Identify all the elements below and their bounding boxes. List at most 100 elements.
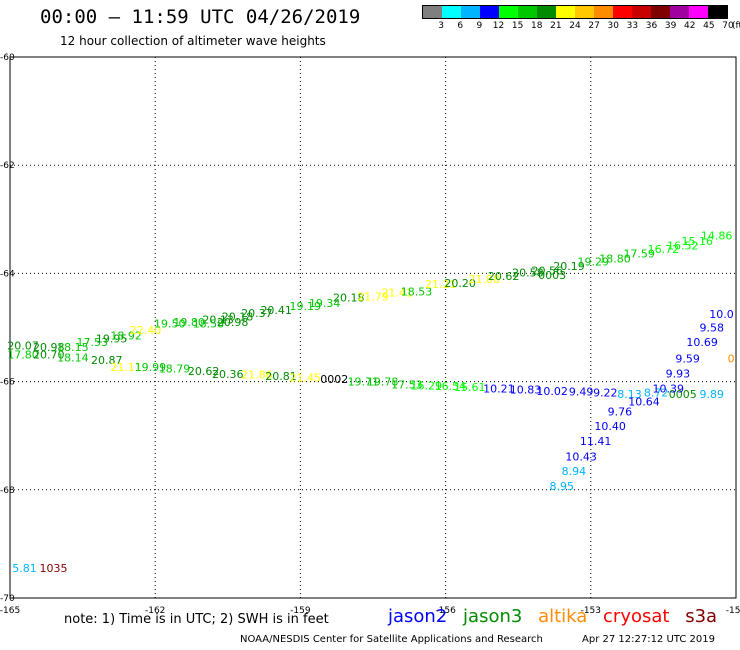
wave-height-label: 8.94 [562,465,587,478]
wave-height-label: 19.19 [289,300,321,313]
color-swatch-15 [708,6,727,18]
wave-height-label: 21.86 [241,369,273,382]
chart-subtitle: 12 hour collection of altimeter wave hei… [60,34,326,48]
wave-height-label: 14.86 [701,230,733,243]
color-scale-label: 27 [588,21,600,31]
wave-height-label: 17.59 [623,247,655,260]
wave-height-label: 19.95 [96,332,128,345]
wave-height-label: 20.20 [444,277,476,290]
wave-height-label: 21.41 [381,286,413,299]
wave-height-label: 17.80 [7,349,39,362]
wave-height-label: 0 [728,352,735,365]
x-tick-label: -153 [581,606,601,616]
credit-line: NOAA/NESDIS Center for Satellite Applica… [240,634,543,645]
x-tick-label: -165 [0,606,20,616]
color-scale-label: 33 [626,21,639,31]
wave-height-label: 18.92 [110,330,142,343]
color-scale-label: 6 [457,21,464,31]
wave-height-label: 15.61 [454,381,486,394]
wave-height-label: 5.81 [12,562,37,575]
wave-height-label: 19.71 [348,376,380,389]
color-swatch-14 [689,6,708,18]
color-scale-bar [422,5,728,19]
color-swatch-11 [632,6,651,18]
wave-height-label: 10.02 [536,385,568,398]
x-tick-label: -150 [726,606,740,616]
wave-height-label: 20.81 [265,370,297,383]
color-scale-label: 18 [531,21,543,31]
wave-height-label: 10.21 [483,383,515,396]
wave-height-label: 19.34 [309,297,341,310]
color-swatch-12 [651,6,670,18]
wave-height-label: 21.79 [357,291,389,304]
wave-height-label: 20.18 [222,311,254,324]
wave-height-label: 11.41 [580,435,612,448]
units-note: note: 1) Time is in UTC; 2) SWH is in fe… [64,612,329,627]
y-tick-label: -64 [0,269,15,279]
generation-timestamp: Apr 27 12:27:12 UTC 2019 [582,634,715,645]
color-scale-label: 36 [645,21,658,31]
x-tick-label: -156 [435,606,456,616]
color-swatch-10 [613,6,632,18]
wave-height-label: 10.64 [628,396,660,409]
color-swatch-8 [575,6,594,18]
color-scale-label: 3 [438,21,444,31]
wave-height-label: 0003 [538,269,566,282]
wave-height-label: 18.53 [401,285,433,298]
color-swatch-7 [556,6,575,18]
wave-height-label: 18.79 [159,363,191,376]
legend-cryosat: cryosat [603,606,670,627]
wave-height-label: 17.53 [77,336,109,349]
wave-height-label: 16.72 [648,243,680,256]
color-scale-label: (ft) [732,21,740,31]
y-tick-label: -68 [0,486,15,496]
wave-height-label: 10.69 [686,336,718,349]
wave-height-label: 9.58 [700,322,725,335]
color-swatch-4 [499,6,518,18]
wave-height-label: 0002 [320,373,348,386]
legend-s3a: s3a [685,606,718,627]
color-scale-label: 21 [550,21,562,31]
wave-height-label: 20.41 [260,304,292,317]
color-scale-label: 39 [664,21,677,31]
y-tick-label: -62 [0,161,15,171]
color-swatch-3 [480,6,499,18]
wave-height-label: 18.58 [193,318,225,331]
chart-title: 00:00 – 11:59 UTC 04/26/2019 [40,6,361,28]
wave-height-label: 20.13 [202,313,234,326]
wave-height-label: 18.15 [57,341,89,354]
legend-jason2: jason2 [388,606,448,627]
color-swatch-6 [537,6,556,18]
wave-height-label: 20.87 [91,354,123,367]
wave-height-label: 9.22 [593,386,618,399]
wave-height-label: 10.83 [510,384,542,397]
wave-height-label: 20.62 [188,365,220,378]
color-swatch-1 [442,6,461,18]
wave-height-label: 21.21 [425,278,457,291]
wave-height-label: 19.80 [173,316,205,329]
wave-height-label: 19.50 [154,318,186,331]
legend-altika: altika [538,606,588,627]
wave-height-label: 19.99 [135,361,167,374]
wave-height-label: 10.0 [709,308,734,321]
wave-height-label: 1035 [40,562,68,575]
color-scale-label: 30 [607,21,619,31]
color-scale-label: 24 [569,21,581,31]
color-scale-label: 45 [703,21,715,31]
wave-height-label: 8.72 [644,386,669,399]
wave-height-label: 9.76 [608,405,633,418]
wave-height-label: 19.78 [367,376,399,389]
wave-height-label: 20.18 [333,292,365,305]
wave-height-label: 21.88 [469,273,501,286]
wave-height-label: 20.98 [217,316,249,329]
wave-height-label: 9.49 [569,385,594,398]
wave-height-label: 20.19 [553,260,585,273]
wave-height-label: 9.93 [666,367,691,380]
wave-height-label: 19.29 [577,255,609,268]
wave-height-label: 9.59 [675,352,700,365]
color-scale-label: 15 [511,21,524,31]
color-scale-label: 9 [476,21,483,31]
wave-height-label: 18.80 [599,252,631,265]
color-swatch-0 [423,6,442,18]
wave-height-label: 9.89 [700,388,725,401]
